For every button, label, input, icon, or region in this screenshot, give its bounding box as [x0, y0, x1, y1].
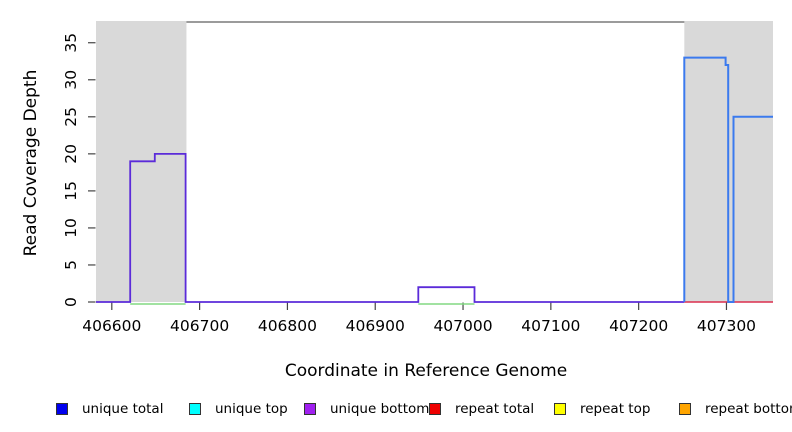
y-tick-label: 20 [62, 144, 80, 164]
legend-item-label: unique bottom [330, 401, 430, 417]
x-tick-label: 407200 [609, 317, 668, 335]
y-tick-label: 5 [62, 260, 80, 270]
series-line-unique-bottom [96, 152, 685, 303]
y-tick-label: 0 [62, 297, 80, 307]
y-tick-label: 35 [62, 33, 80, 53]
y-axis-label: Read Coverage Depth [21, 69, 41, 257]
x-tick-label: 407000 [433, 317, 492, 335]
legend-item-label: repeat bottom [705, 401, 792, 417]
legend-swatch-icon [554, 403, 566, 415]
series-line-unique-total [683, 56, 773, 303]
legend-item-label: repeat total [455, 401, 535, 417]
legend: unique total unique top unique bottom re… [0, 400, 792, 424]
x-tick-label: 406600 [82, 317, 141, 335]
plot-canvas: 406600 406700 406800 406900 407000 407100 4072… [62, 21, 773, 335]
legend-swatch-icon [56, 403, 68, 415]
y-tick-label: 25 [62, 107, 80, 127]
legend-item-repeat-bottom: repeat bottom [679, 400, 792, 418]
legend-item-repeat-top: repeat top [554, 400, 650, 418]
legend-item-label: repeat top [580, 401, 651, 417]
x-tick-label: 406800 [258, 317, 317, 335]
legend-item-unique-top: unique top [189, 400, 288, 418]
legend-swatch-icon [679, 403, 691, 415]
y-tick-label: 30 [62, 70, 80, 90]
legend-item-repeat-total: repeat total [429, 400, 534, 418]
legend-item-label: unique total [82, 401, 164, 417]
legend-swatch-icon [189, 403, 201, 415]
legend-item-label: unique top [215, 401, 288, 417]
x-tick-label: 407100 [521, 317, 580, 335]
legend-item-unique-total: unique total [56, 400, 163, 418]
x-tick-label: 407300 [697, 317, 756, 335]
legend-swatch-icon [304, 403, 316, 415]
x-tick-label: 406900 [346, 317, 405, 335]
x-tick-label: 406700 [170, 317, 229, 335]
y-tick-label: 15 [62, 181, 80, 201]
legend-swatch-icon [429, 403, 441, 415]
y-tick-label: 10 [62, 218, 80, 238]
x-axis-label: Coordinate in Reference Genome [284, 361, 568, 381]
legend-item-unique-bottom: unique bottom [304, 400, 429, 418]
